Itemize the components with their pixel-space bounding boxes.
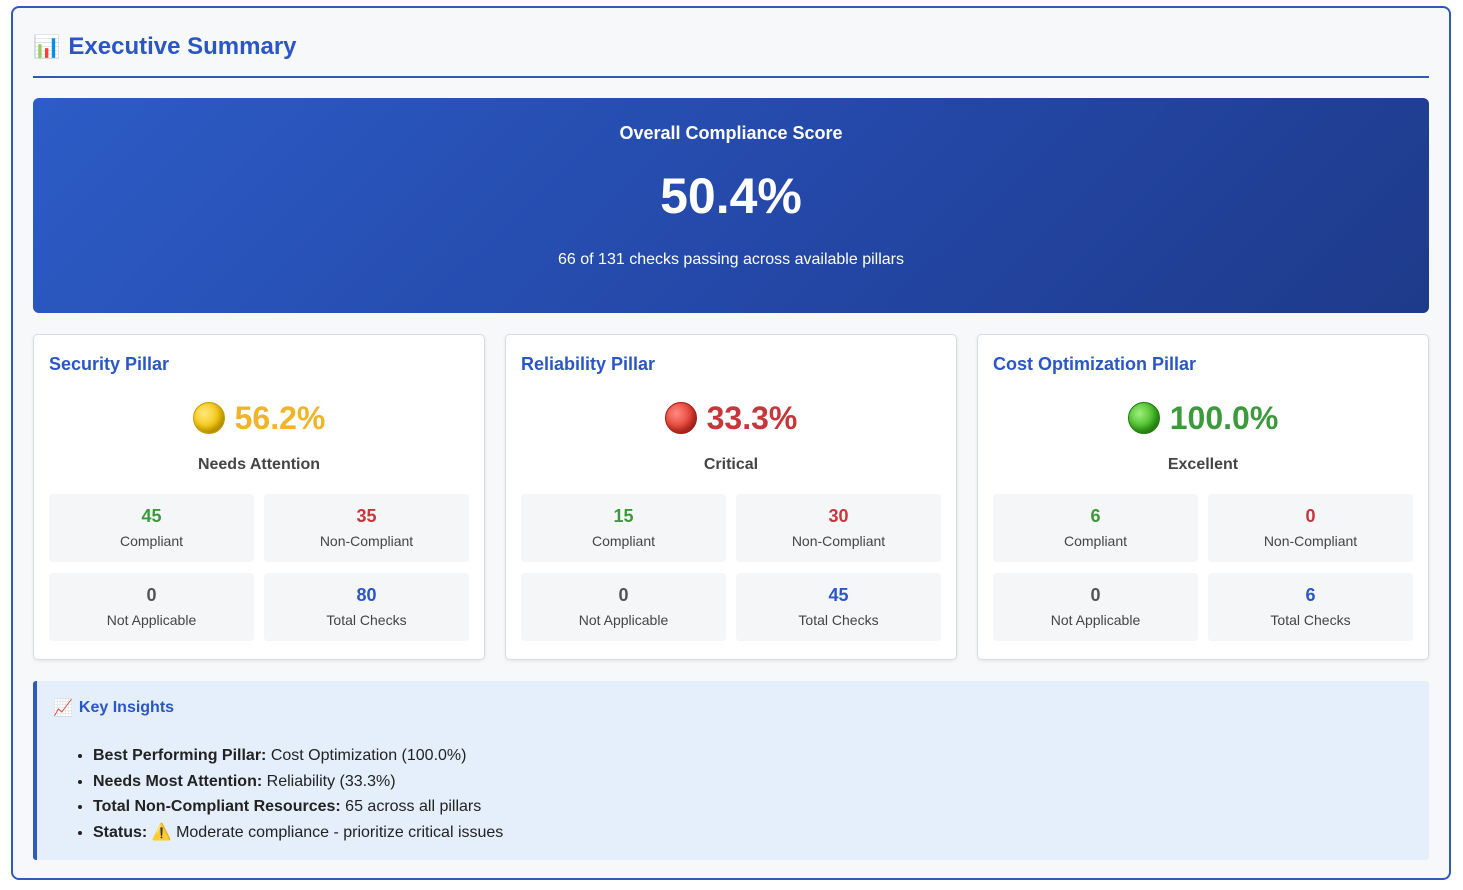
list-item: Needs Most Attention: Reliability (33.3%… [93, 769, 1413, 795]
stat-label: Compliant [119, 533, 184, 549]
pillar-card-cost-optimization: Cost Optimization Pillar 100.0% Excellen… [977, 334, 1429, 660]
warning-icon: ⚠️ [151, 823, 172, 841]
key-insights-panel: 📈 Key Insights Best Performing Pillar: C… [33, 681, 1429, 860]
pillar-card-reliability: Reliability Pillar 33.3% Critical 15 Com… [505, 334, 957, 660]
stat-value: 80 [356, 585, 377, 605]
stat-label: Compliant [591, 533, 656, 549]
list-item: Best Performing Pillar: Cost Optimizatio… [93, 743, 1413, 769]
pillar-stats: 45 Compliant 35 Non-Compliant 0 Not Appl… [49, 494, 469, 641]
stat-label: Compliant [1063, 533, 1128, 549]
pillar-status: Needs Attention [197, 456, 321, 473]
insights-title: Key Insights [78, 699, 175, 716]
stat-value: 0 [618, 585, 629, 605]
insight-text: 65 across all pillars [345, 798, 482, 815]
stat-value: 0 [146, 585, 157, 605]
stat-value: 6 [1090, 506, 1101, 526]
stat-value: 0 [1305, 506, 1316, 526]
stat-label: Total Checks [326, 612, 407, 628]
stat-label: Total Checks [798, 612, 879, 628]
insights-header: 📈 Key Insights [53, 697, 1413, 719]
stat-value: 35 [356, 506, 377, 526]
insight-label: Best Performing Pillar: [93, 747, 267, 764]
stat-label: Non-Compliant [791, 533, 886, 549]
stat-label: Non-Compliant [319, 533, 414, 549]
stat-value: 6 [1305, 585, 1316, 605]
overall-score-value: 50.4% [660, 168, 802, 224]
insights-list: Best Performing Pillar: Cost Optimizatio… [53, 743, 1413, 845]
insight-text: Moderate compliance - prioritize critica… [176, 823, 504, 841]
insight-label: Status: [93, 823, 148, 841]
pillar-score: 56.2% [49, 397, 469, 439]
pillar-percent: 100.0% [1169, 400, 1279, 436]
overall-score-banner: Overall Compliance Score 50.4% 66 of 131… [33, 98, 1429, 313]
stat-value: 45 [828, 585, 849, 605]
stat-label: Non-Compliant [1263, 533, 1358, 549]
executive-summary-panel: 📊 Executive Summary Overall Compliance S… [11, 6, 1451, 880]
pillar-title: Cost Optimization Pillar [993, 354, 1197, 374]
stat-non-compliant: 0 Non-Compliant [1208, 494, 1413, 562]
overall-score-subtitle: 66 of 131 checks passing across availabl… [558, 251, 904, 268]
stat-non-compliant: 30 Non-Compliant [736, 494, 941, 562]
trend-chart-icon: 📈 [53, 700, 73, 717]
stat-not-applicable: 0 Not Applicable [49, 573, 254, 641]
overall-score-label: Overall Compliance Score [619, 123, 843, 143]
pillar-score: 33.3% [521, 397, 941, 439]
yellow-circle-icon [192, 402, 225, 434]
stat-total-checks: 80 Total Checks [264, 573, 469, 641]
pillar-percent: 33.3% [706, 400, 798, 436]
pillar-score: 100.0% [993, 397, 1413, 439]
stat-total-checks: 45 Total Checks [736, 573, 941, 641]
pillar-stats: 6 Compliant 0 Non-Compliant 0 Not Applic… [993, 494, 1413, 641]
red-circle-icon [664, 402, 697, 434]
stat-not-applicable: 0 Not Applicable [521, 573, 726, 641]
stat-not-applicable: 0 Not Applicable [993, 573, 1198, 641]
insight-text: Reliability (33.3%) [266, 772, 396, 790]
page-title: Executive Summary [68, 33, 297, 60]
pillar-stats: 15 Compliant 30 Non-Compliant 0 Not Appl… [521, 494, 941, 641]
stat-compliant: 45 Compliant [49, 494, 254, 562]
list-item: Total Non-Compliant Resources: 65 across… [93, 794, 1413, 820]
pillar-cards: Security Pillar 56.2% Needs Attention 45… [33, 334, 1429, 660]
stat-total-checks: 6 Total Checks [1208, 573, 1413, 641]
insight-label: Needs Most Attention: [93, 772, 263, 790]
insight-text: Cost Optimization (100.0%) [270, 747, 467, 764]
stat-value: 45 [141, 506, 162, 526]
stat-value: 0 [1090, 585, 1101, 605]
stat-compliant: 6 Compliant [993, 494, 1198, 562]
insight-label: Total Non-Compliant Resources: [93, 798, 341, 815]
stat-label: Total Checks [1270, 612, 1351, 628]
list-item: Status: ⚠️ Moderate compliance - priorit… [93, 820, 1413, 846]
pillar-percent: 56.2% [234, 400, 326, 436]
stat-compliant: 15 Compliant [521, 494, 726, 562]
stat-value: 15 [613, 506, 634, 526]
section-header: 📊 Executive Summary [33, 30, 1429, 78]
pillar-status: Excellent [1167, 456, 1239, 473]
stat-non-compliant: 35 Non-Compliant [264, 494, 469, 562]
pillar-title: Reliability Pillar [521, 354, 656, 374]
bar-chart-icon: 📊 [33, 34, 61, 59]
pillar-card-security: Security Pillar 56.2% Needs Attention 45… [33, 334, 485, 660]
green-circle-icon [1127, 402, 1160, 434]
pillar-status: Critical [703, 456, 759, 473]
pillar-title: Security Pillar [49, 354, 170, 374]
stat-label: Not Applicable [578, 612, 669, 628]
stat-label: Not Applicable [106, 612, 197, 628]
stat-label: Not Applicable [1050, 612, 1141, 628]
stat-value: 30 [828, 506, 849, 526]
